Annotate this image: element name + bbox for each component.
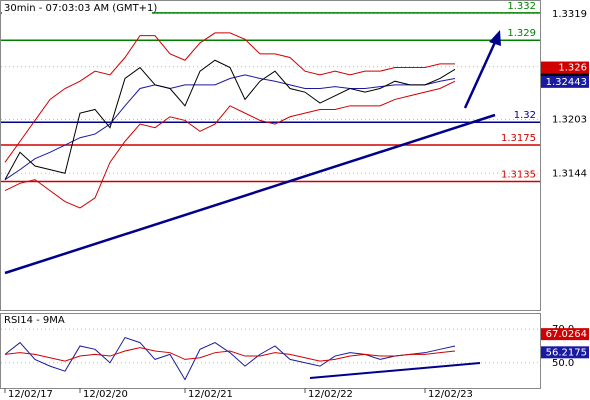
arrow-shaft (463, 39, 498, 109)
level-label: 1.332 (507, 1, 536, 12)
y-tick-label: 1.3319 (552, 9, 587, 20)
series-line (4, 59, 456, 180)
title-bg (2, 2, 152, 14)
x-tick-label: 12/02/17 (8, 389, 53, 400)
series-line (4, 336, 456, 381)
level-label: 1.32 (514, 110, 536, 121)
arrow-head (489, 30, 501, 46)
price-tag-label: 1.32443 (546, 77, 587, 88)
price-tag-label: 67.0264 (546, 329, 587, 340)
series-line (4, 74, 456, 181)
price-tag (541, 61, 589, 74)
x-tick-label: 12/02/23 (428, 389, 473, 400)
chart-title: 30min - 07:03:03 AM (GMT+1) (4, 3, 157, 14)
rsi-panel (0, 313, 541, 389)
rsi-title: RSI14 - 9MA (4, 315, 65, 326)
series-line (4, 32, 455, 163)
series-line (4, 80, 456, 209)
x-tick-label: 12/02/20 (83, 389, 128, 400)
y-tick-label: 50.0 (552, 358, 574, 369)
rsi-trend-line (309, 362, 481, 379)
price-tag-label: 1.326 (558, 63, 587, 74)
y-tick-label: 1.3144 (552, 168, 587, 179)
level-label: 1.3135 (501, 169, 536, 180)
x-tick-label: 12/02/22 (308, 389, 353, 400)
y-tick-label: 1.3203 (552, 114, 587, 125)
price-panel (0, 0, 541, 311)
price-tag (541, 75, 589, 88)
price-tag (541, 346, 589, 359)
level-label: 1.329 (507, 28, 536, 39)
x-tick-label: 12/02/21 (188, 389, 233, 400)
price-tag-label: 56.2175 (546, 347, 587, 358)
trend-line (4, 113, 496, 275)
series-line (4, 347, 456, 362)
price-tag (541, 328, 589, 341)
level-label: 1.3175 (501, 133, 536, 144)
